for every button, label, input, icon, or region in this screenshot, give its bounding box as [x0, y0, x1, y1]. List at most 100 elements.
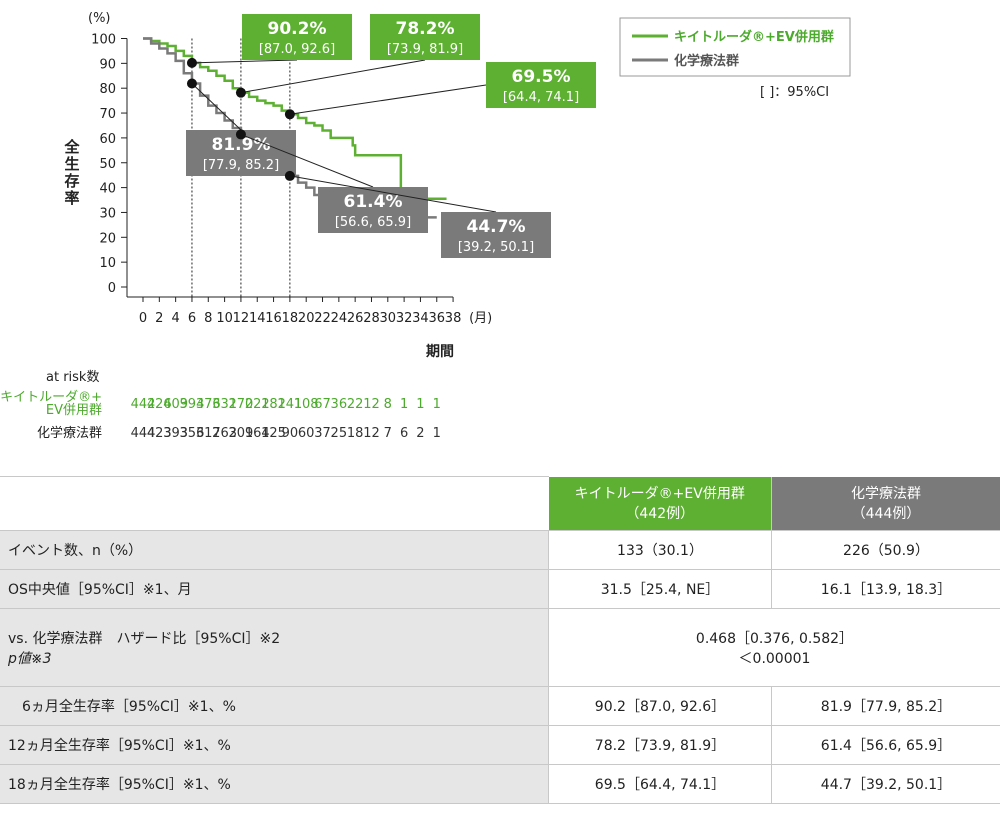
y-tick-label: 60: [99, 132, 116, 147]
y-tick-label: 40: [99, 182, 116, 197]
leader-line: [191, 83, 242, 131]
x-tick-label: 0: [139, 311, 147, 326]
at-risk-green-value: 409: [163, 397, 189, 412]
x-tick-label: 30: [380, 311, 397, 326]
at-risk-gray-value: 12: [363, 426, 380, 441]
annotation-value: 61.4%: [344, 192, 403, 212]
annotation-ci: [87.0, 92.6]: [259, 42, 335, 57]
y-axis-title: 全生存率: [63, 138, 80, 207]
km-curve-green: [143, 37, 447, 201]
x-unit: (月): [469, 311, 492, 326]
y-axis-title-char: 存: [64, 172, 79, 190]
annotation-box: [370, 14, 480, 60]
at-risk-green-value: 394: [179, 397, 205, 412]
at-risk-gray-value: 444: [130, 426, 156, 441]
at-risk-title: at risk数: [46, 370, 100, 385]
annotation-ci: [39.2, 50.1]: [458, 240, 534, 255]
annotation-box: [441, 212, 551, 258]
x-tick-label: 16: [265, 311, 282, 326]
leader-line: [240, 133, 374, 188]
annotation-point: [186, 57, 197, 68]
table-row: OS中央値［95%CI］※1、月 31.5［25.4, NE］ 16.1［13.…: [0, 569, 1000, 609]
legend: キイトルーダ®+EV併用群 化学療法群: [619, 17, 851, 77]
at-risk-gray-value: 37: [314, 426, 331, 441]
at-risk-green-value: 222: [244, 397, 270, 412]
x-tick-label: 18: [282, 311, 299, 326]
x-tick-label: 26: [347, 311, 364, 326]
annotation-value: 69.5%: [512, 67, 571, 87]
y-axis-title-char: 率: [64, 189, 79, 207]
table-row-hr: vs. 化学療法群 ハザード比［95%CI］※2 p値※3 0.468［0.376…: [0, 608, 1000, 687]
y-tick-label: 0: [108, 281, 116, 296]
table-row: 18ヵ月全生存率［95%CI］※1、% 69.5［64.4, 74.1］ 44.…: [0, 764, 1000, 804]
y-tick-label: 20: [99, 231, 116, 246]
at-risk-gray-value: 209: [228, 426, 254, 441]
annotation-ci: [73.9, 81.9]: [387, 42, 463, 57]
leader-line: [289, 84, 487, 115]
legend-green-label: キイトルーダ®+EV併用群: [674, 29, 834, 45]
leader-line: [289, 175, 497, 213]
at-risk-green-value: 8: [383, 397, 392, 412]
at-risk-gray-value: 7: [383, 426, 392, 441]
at-risk-gray-value: 393: [163, 426, 189, 441]
at-risk-green-value: 1: [399, 397, 409, 412]
at-risk-green-label-2: EV併用群: [45, 403, 102, 418]
annotation-point: [235, 129, 246, 140]
at-risk-gray-value: 1: [432, 426, 441, 441]
annotation-box: [318, 187, 428, 233]
x-tick-label: 22: [314, 311, 331, 326]
at-risk-gray-value: 317: [195, 426, 221, 441]
x-tick-label: 12: [233, 311, 250, 326]
y-tick-label: 70: [99, 107, 116, 122]
x-axis-title: 期間: [426, 344, 454, 360]
at-risk-green-label-1: キイトルーダ®+: [0, 390, 102, 405]
x-tick-label: 10: [216, 311, 233, 326]
y-tick-label: 80: [99, 82, 116, 97]
header-blank: [0, 476, 549, 531]
annotations: 90.2% [87.0, 92.6] 78.2% [73.9, 81.9] 69.5% […: [186, 14, 596, 258]
annotation-ci: [64.4, 74.1]: [503, 90, 579, 105]
leader-line: [240, 59, 426, 94]
ci-note: [ ]：95%CI: [760, 85, 829, 100]
at-risk-gray-value: 25: [330, 426, 348, 441]
y-tick-label: 10: [99, 256, 116, 271]
at-risk-green-value: 376: [195, 397, 221, 412]
at-risk-green-value: 36: [330, 397, 348, 412]
table-row: イベント数、n（%） 133（30.1） 226（50.9）: [0, 530, 1000, 570]
at-risk-gray-value: 164: [244, 426, 270, 441]
annotation-point: [284, 170, 295, 181]
at-risk-gray-value: 356: [179, 426, 205, 441]
y-axis-title-char: 全: [63, 138, 80, 156]
y-tick-label: 100: [91, 33, 116, 48]
at-risk-gray-value: 60: [297, 426, 315, 441]
y-tick-label: 30: [99, 206, 116, 221]
annotation-point: [186, 78, 197, 89]
at-risk-green-value: 331: [212, 397, 237, 412]
annotation-box: [486, 62, 596, 108]
annotation-box: [242, 14, 352, 60]
y-unit: (%): [88, 11, 111, 26]
table-row: 6ヵ月全生存率［95%CI］※1、% 90.2［87.0, 92.6］ 81.9…: [0, 686, 1000, 726]
x-tick-label: 14: [249, 311, 266, 326]
x-tick-label: 6: [188, 311, 196, 326]
annotation-ci: [77.9, 85.2]: [203, 158, 279, 173]
at-risk-gray-value: 2: [416, 426, 425, 441]
x-tick-label: 20: [298, 311, 315, 326]
results-table: キイトルーダ®+EV併用群 （442例） 化学療法群 （444例） イベント数、n（…: [0, 476, 1000, 804]
x-tick-label: 4: [171, 311, 179, 326]
x-tick-label: 36: [428, 311, 445, 326]
header-green: キイトルーダ®+EV併用群 （442例）: [548, 476, 772, 531]
annotation-point: [284, 109, 295, 120]
at-risk-gray-label: 化学療法群: [36, 426, 102, 441]
at-risk-green-value: 1: [416, 397, 425, 412]
table-row: 12ヵ月全生存率［95%CI］※1、% 78.2［73.9, 81.9］ 61.…: [0, 725, 1000, 765]
at-risk-green-value: 426: [146, 397, 172, 412]
at-risk-green-value: 108: [293, 397, 319, 412]
legend-gray-label: 化学療法群: [674, 53, 739, 69]
at-risk-green-value: 270: [228, 397, 254, 412]
at-risk-green-value: 12: [363, 397, 380, 412]
y-axis-title-char: 生: [64, 155, 79, 173]
x-tick-label: 38: [445, 311, 462, 326]
x-tick-label: 28: [363, 311, 380, 326]
